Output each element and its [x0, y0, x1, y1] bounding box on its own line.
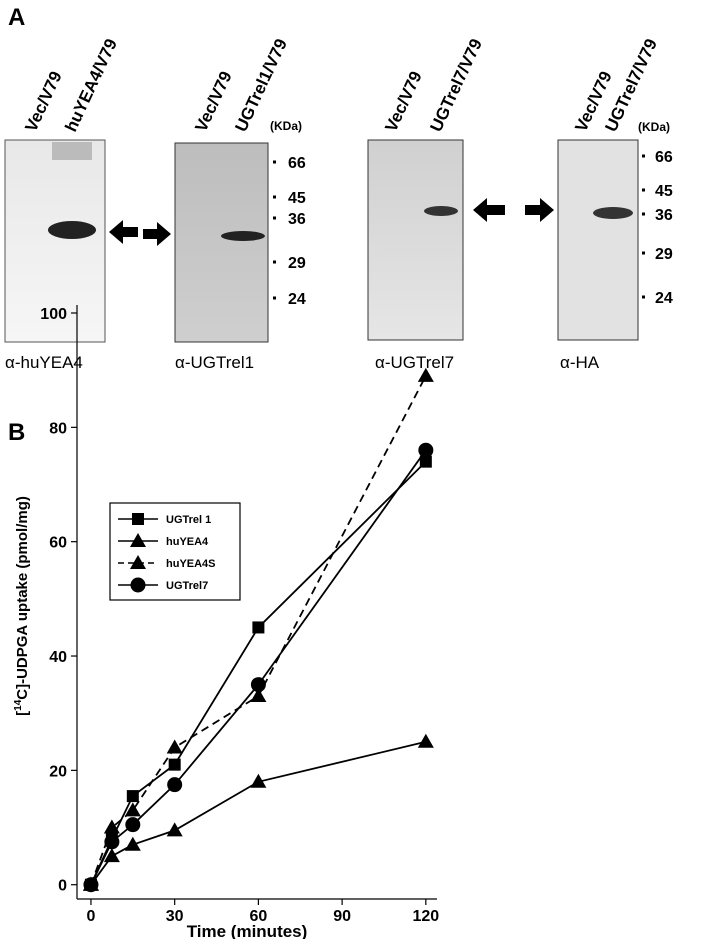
- marker-label: 24: [655, 290, 673, 307]
- marker-triangle: [166, 822, 183, 837]
- y-tick-label: 0: [58, 878, 67, 895]
- marker-dot: [273, 160, 276, 164]
- marker-triangle: [103, 819, 120, 834]
- legend-label: huYEA4S: [166, 558, 216, 570]
- panel-label: B: [8, 419, 25, 446]
- x-tick-label: 0: [87, 908, 96, 925]
- marker-square: [132, 513, 144, 525]
- y-axis-label-pre: [: [14, 711, 31, 716]
- marker-triangle: [103, 848, 120, 863]
- marker-triangle: [124, 836, 141, 851]
- x-tick-label: 30: [166, 908, 184, 925]
- legend-label: UGTrel 1: [166, 514, 211, 526]
- lane-label: huYEA4/V79: [61, 36, 121, 135]
- y-axis-label-sup: 14: [13, 699, 24, 711]
- legend-label: UGTrel7: [166, 580, 208, 592]
- band: [52, 142, 92, 160]
- lane-label: Vec/V79: [381, 68, 425, 134]
- lane-label: Vec/V79: [21, 68, 65, 134]
- marker-circle: [83, 877, 99, 893]
- marker-dot: [642, 251, 645, 255]
- marker-dot: [642, 188, 645, 192]
- marker-triangle: [166, 739, 183, 754]
- marker-circle: [104, 834, 120, 850]
- marker-triangle: [417, 367, 434, 382]
- marker-triangle: [130, 555, 146, 569]
- marker-dot: [273, 296, 276, 300]
- marker-square: [126, 790, 139, 803]
- blot-caption: α-UGTrel7: [375, 353, 454, 372]
- marker-circle: [167, 777, 183, 793]
- marker-label: 66: [655, 149, 673, 166]
- marker-label: 29: [288, 255, 306, 272]
- marker-dot: [273, 260, 276, 264]
- y-axis-label-post: C]-UDPGA uptake (pmol/mg): [14, 496, 31, 700]
- blot-caption: α-huYEA4: [5, 353, 83, 372]
- band: [593, 207, 633, 219]
- marker-dot: [273, 216, 276, 220]
- unit-label: (KDa): [638, 120, 670, 134]
- lane-label: Vec/V79: [191, 68, 235, 134]
- y-tick-label: 80: [49, 420, 67, 437]
- marker-dot: [642, 154, 645, 158]
- y-tick-label: 60: [49, 535, 67, 552]
- blot-caption: α-UGTrel1: [175, 353, 254, 372]
- marker-triangle: [250, 688, 267, 703]
- marker-circle: [125, 817, 141, 833]
- marker-label: 45: [655, 183, 673, 200]
- marker-label: 24: [288, 291, 306, 308]
- legend-label: huYEA4: [166, 536, 209, 548]
- x-tick-label: 120: [412, 908, 439, 925]
- marker-circle: [250, 677, 266, 693]
- blot-caption: α-HA: [560, 353, 600, 372]
- marker-triangle: [250, 773, 267, 788]
- y-axis-label: [14C]-UDPGA uptake (pmol/mg): [13, 496, 31, 716]
- arrow-right: [143, 222, 171, 246]
- blot: [367, 139, 464, 341]
- marker-triangle: [130, 533, 146, 547]
- x-tick-label: 60: [249, 908, 267, 925]
- marker-circle: [418, 442, 434, 458]
- arrow-left: [109, 220, 138, 244]
- blot: [174, 142, 269, 343]
- marker-label: 66: [288, 155, 306, 172]
- band: [221, 231, 265, 241]
- marker-triangle: [417, 733, 434, 748]
- y-tick-label: 20: [49, 763, 67, 780]
- y-tick-label: 40: [49, 649, 67, 666]
- lane-label: UGTrel7/V79: [426, 36, 486, 135]
- unit-label: (KDa): [270, 119, 302, 133]
- band: [424, 206, 458, 216]
- marker-dot: [273, 195, 276, 199]
- marker-label: 36: [655, 207, 673, 224]
- series-line: [90, 449, 427, 886]
- marker-square: [168, 758, 181, 771]
- series-line: [90, 740, 427, 886]
- marker-square: [252, 621, 265, 634]
- marker-label: 45: [288, 190, 306, 207]
- marker-dot: [642, 212, 645, 216]
- marker-circle: [130, 577, 146, 593]
- marker-square: [419, 455, 432, 468]
- panel-label: A: [8, 4, 25, 31]
- marker-label: 29: [655, 246, 673, 263]
- x-axis-label: Time (minutes): [187, 922, 308, 939]
- x-tick-label: 90: [333, 908, 351, 925]
- y-tick-label: 100: [40, 306, 67, 323]
- arrow-left: [473, 198, 505, 222]
- marker-label: 36: [288, 211, 306, 228]
- marker-dot: [642, 295, 645, 299]
- blot: [4, 139, 106, 343]
- arrow-right: [525, 198, 554, 222]
- marker-triangle: [124, 802, 141, 817]
- band: [48, 221, 96, 239]
- blot: [557, 139, 639, 341]
